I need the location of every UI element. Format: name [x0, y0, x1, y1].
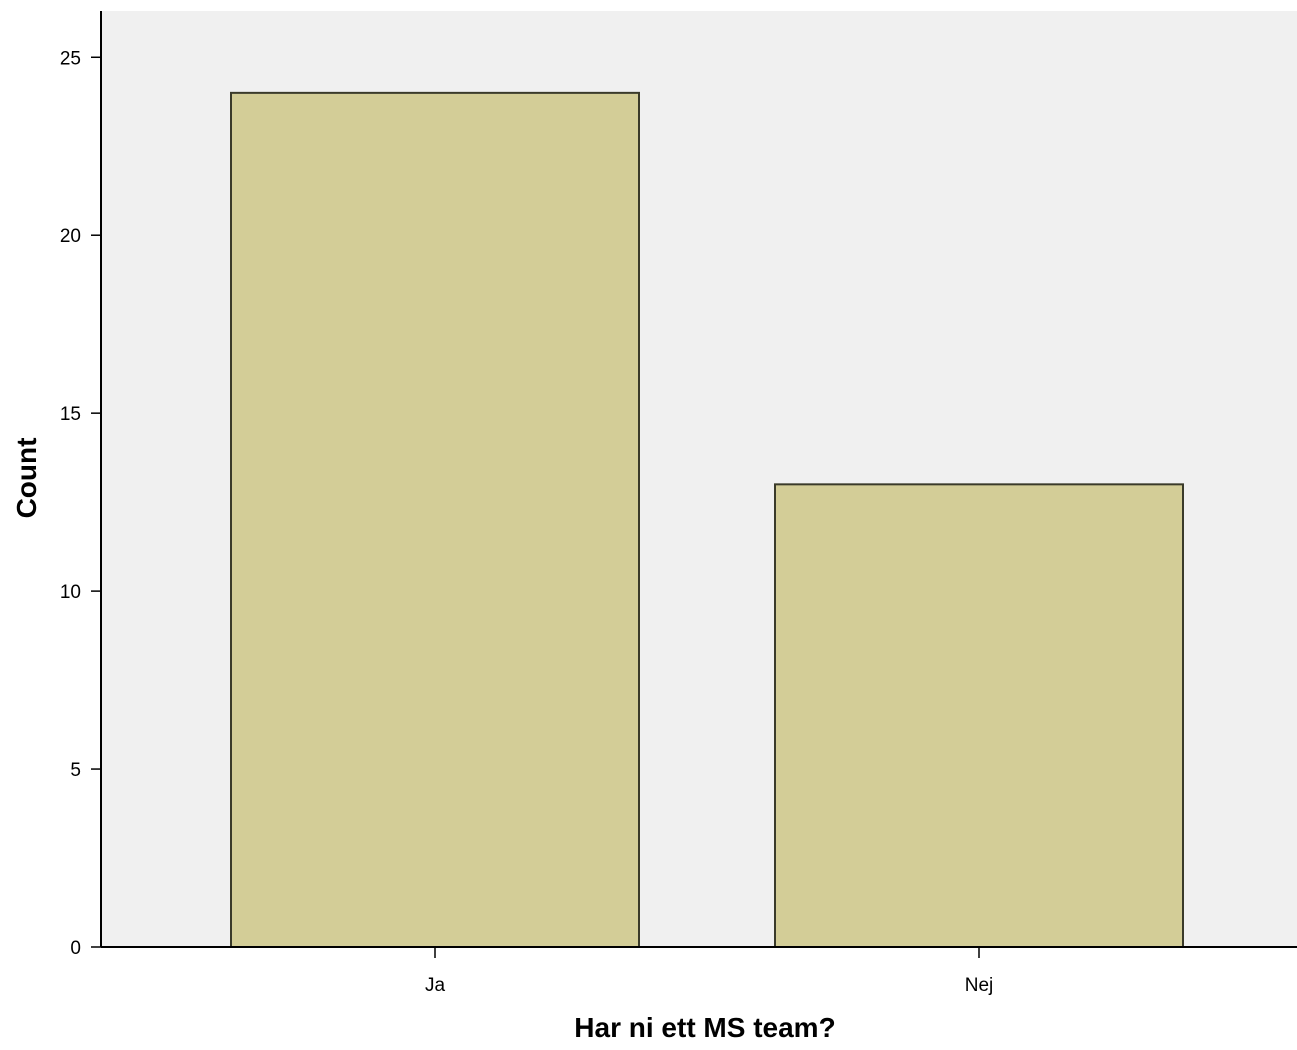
y-tick-label: 15 — [60, 404, 81, 425]
y-tick-label: 5 — [70, 760, 81, 781]
bar-nej — [774, 483, 1184, 948]
y-tick-label: 25 — [60, 48, 81, 69]
bars — [230, 91, 1184, 948]
bar-ja — [230, 91, 640, 948]
y-axis-title: Count — [11, 438, 42, 519]
y-axis-ticks: 0 5 10 15 20 25 — [60, 48, 101, 959]
x-tick-label: Nej — [965, 975, 994, 996]
y-tick-label: 10 — [60, 582, 81, 603]
y-tick-label: 0 — [70, 938, 81, 959]
x-tick-label: Ja — [425, 975, 446, 996]
x-axis-ticks: Ja Nej — [425, 947, 993, 996]
y-tick-label: 20 — [60, 226, 81, 247]
x-axis-title: Har ni ett MS team? — [574, 1012, 835, 1043]
